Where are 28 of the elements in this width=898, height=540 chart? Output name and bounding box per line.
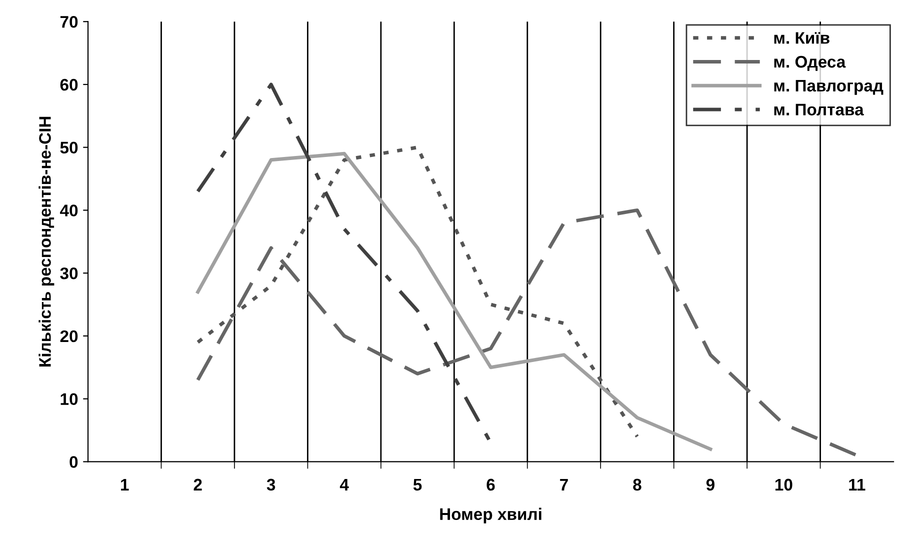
x-axis-title: Номер хвилі: [440, 508, 542, 524]
x-tick-label: 1: [121, 478, 129, 490]
legend-label: м. Одеса: [774, 56, 846, 71]
legend-label: м. Київ: [774, 32, 830, 44]
x-tick-label: 7: [560, 478, 568, 490]
line-series: [196, 152, 712, 451]
y-tick-label: 70: [60, 16, 78, 28]
x-tick-label: 11: [849, 478, 866, 490]
y-axis-title: Кількість респондентів-не-СІН: [38, 116, 54, 366]
y-tick-label: 20: [60, 330, 78, 342]
x-tick-label: 5: [413, 478, 422, 491]
y-tick-label: 10: [60, 393, 78, 406]
x-tick-label: 4: [340, 478, 349, 490]
x-tick-label: 8: [633, 478, 642, 491]
x-tick-label: 9: [706, 478, 714, 491]
x-tick-label: 6: [486, 478, 495, 491]
y-tick-label: 30: [60, 267, 78, 280]
x-tick-label: 2: [194, 478, 202, 490]
line-series: [196, 146, 639, 438]
x-tick-label: 10: [775, 478, 792, 491]
line-series: [196, 208, 859, 458]
y-tick-label: 60: [60, 78, 78, 91]
x-tick-label: 3: [266, 478, 276, 491]
legend-label: м. Полтава: [774, 104, 864, 116]
y-tick-label: 50: [60, 142, 78, 154]
legend-label: м. Павлоград: [774, 80, 884, 95]
y-tick-label: 0: [70, 456, 78, 468]
y-tick-label: 40: [60, 204, 78, 216]
